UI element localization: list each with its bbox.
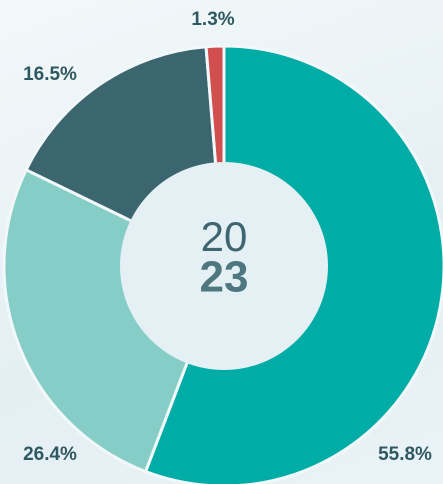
center-text-top: 20 bbox=[201, 213, 248, 260]
center-hole bbox=[120, 162, 328, 370]
center-text-bottom: 23 bbox=[200, 253, 249, 302]
data-label: 26.4% bbox=[23, 444, 77, 465]
data-label: 16.5% bbox=[23, 64, 77, 85]
data-label: 1.3% bbox=[191, 9, 234, 30]
data-label: 55.8% bbox=[378, 444, 432, 465]
